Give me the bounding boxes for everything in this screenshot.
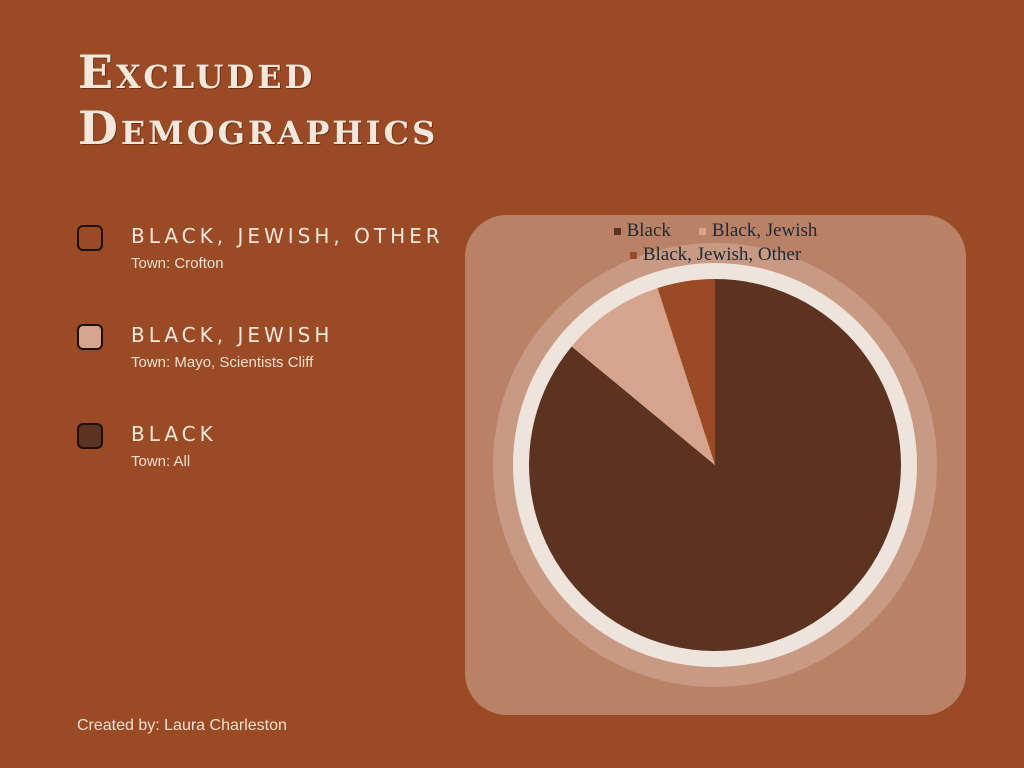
legend-town: Town: Crofton — [131, 255, 224, 272]
legend-row: BLACK Town: All — [77, 420, 457, 519]
chart-legend-item: Black — [613, 219, 671, 243]
chart-legend-label: Black, Jewish — [711, 220, 818, 241]
pie-chart-card: Black Black, Jewish Black, Jewish, Other — [465, 215, 966, 715]
credit-text: Created by: Laura Charleston — [77, 717, 287, 734]
chart-legend-swatch — [698, 228, 706, 236]
legend-town: Town: All — [131, 453, 191, 470]
legend-swatch — [77, 423, 103, 449]
pie-chart — [493, 243, 937, 687]
chart-legend-line-2: Black, Jewish, Other — [465, 243, 966, 267]
legend-town: Town: Mayo, Scientists Cliff — [131, 354, 314, 371]
page-title-line-2: Demographics — [78, 101, 439, 155]
chart-legend-line-1: Black Black, Jewish — [465, 219, 966, 243]
legend-label: BLACK, JEWISH — [131, 323, 334, 347]
legend-swatch — [77, 225, 103, 251]
chart-legend-swatch — [613, 228, 621, 236]
chart-legend-item: Black, Jewish — [698, 219, 818, 243]
chart-legend-swatch — [629, 252, 637, 260]
chart-legend-label: Black, Jewish, Other — [642, 244, 802, 265]
legend-label: BLACK — [131, 422, 217, 446]
pie-slice-black-jewish-other — [657, 279, 715, 465]
page-title-line-1: Excluded — [78, 45, 316, 99]
legend-row: BLACK, JEWISH Town: Mayo, Scientists Cli… — [77, 321, 457, 420]
chart-legend: Black Black, Jewish Black, Jewish, Other — [465, 219, 966, 267]
legend-label: BLACK, JEWISH, OTHER — [131, 224, 444, 248]
legend-row: BLACK, JEWISH, OTHER Town: Crofton — [77, 222, 457, 321]
chart-legend-item: Black, Jewish, Other — [629, 243, 802, 267]
pie-slices — [528, 279, 902, 651]
demographics-legend-list: BLACK, JEWISH, OTHER Town: Crofton BLACK… — [77, 222, 457, 519]
page-title: Excluded Demographics — [78, 44, 438, 156]
pie-slice-black-jewish — [571, 288, 715, 465]
legend-swatch — [77, 324, 103, 350]
chart-legend-label: Black — [626, 220, 671, 241]
